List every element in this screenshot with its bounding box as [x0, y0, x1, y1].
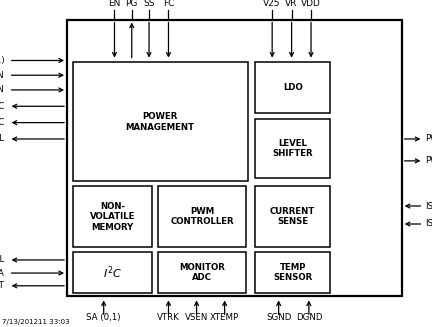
Text: DRVCTL: DRVCTL	[0, 134, 4, 144]
Text: DGND: DGND	[295, 313, 322, 322]
Bar	[255, 252, 330, 293]
Bar	[255, 186, 330, 247]
Text: NON-
VOLATILE
MEMORY: NON- VOLATILE MEMORY	[90, 202, 135, 232]
Text: SS: SS	[143, 0, 155, 8]
Text: SGND: SGND	[266, 313, 291, 322]
Text: SCL: SCL	[0, 255, 4, 265]
Text: LDO: LDO	[283, 83, 302, 92]
Text: VR: VR	[286, 0, 298, 8]
Text: FC: FC	[163, 0, 174, 8]
Bar	[158, 186, 246, 247]
Text: ISENB: ISENB	[426, 219, 432, 229]
Text: ISENA: ISENA	[426, 201, 432, 211]
Text: VTRK: VTRK	[157, 313, 180, 322]
Text: POWER
MANAGEMENT: POWER MANAGEMENT	[126, 112, 194, 131]
Text: VDD: VDD	[301, 0, 321, 8]
Text: MGN: MGN	[0, 85, 4, 95]
Text: CURRENT
SENSE: CURRENT SENSE	[270, 207, 315, 226]
Text: $I^2C$: $I^2C$	[103, 264, 122, 281]
Bar	[67, 20, 402, 296]
Text: PG: PG	[126, 0, 138, 8]
Bar	[73, 252, 152, 293]
Text: MONITOR
ADC: MONITOR ADC	[179, 263, 225, 282]
Text: V25: V25	[264, 0, 281, 8]
Text: XTEMP: XTEMP	[210, 313, 239, 322]
Bar	[73, 186, 152, 247]
Text: PWML: PWML	[426, 156, 432, 165]
Bar	[255, 62, 330, 113]
Text: LEVEL
SHIFTER: LEVEL SHIFTER	[272, 139, 313, 159]
Text: DDC: DDC	[0, 118, 4, 127]
Text: PWM
CONTROLLER: PWM CONTROLLER	[170, 207, 234, 226]
Text: EN: EN	[108, 0, 121, 8]
Text: SYNC: SYNC	[0, 102, 4, 111]
Text: SALRT: SALRT	[0, 281, 4, 290]
Text: VSEN: VSEN	[185, 313, 208, 322]
Text: VMON: VMON	[0, 71, 4, 80]
Bar	[255, 119, 330, 178]
Bar	[73, 62, 248, 181]
Text: SDA: SDA	[0, 268, 4, 278]
Bar	[158, 252, 246, 293]
Text: V (0, 1): V (0, 1)	[0, 56, 4, 65]
Text: SA (0,1): SA (0,1)	[86, 313, 121, 322]
Text: 7/13/201211 33:03: 7/13/201211 33:03	[2, 319, 70, 325]
Text: TEMP
SENSOR: TEMP SENSOR	[273, 263, 312, 282]
Text: PWMH: PWMH	[426, 134, 432, 144]
